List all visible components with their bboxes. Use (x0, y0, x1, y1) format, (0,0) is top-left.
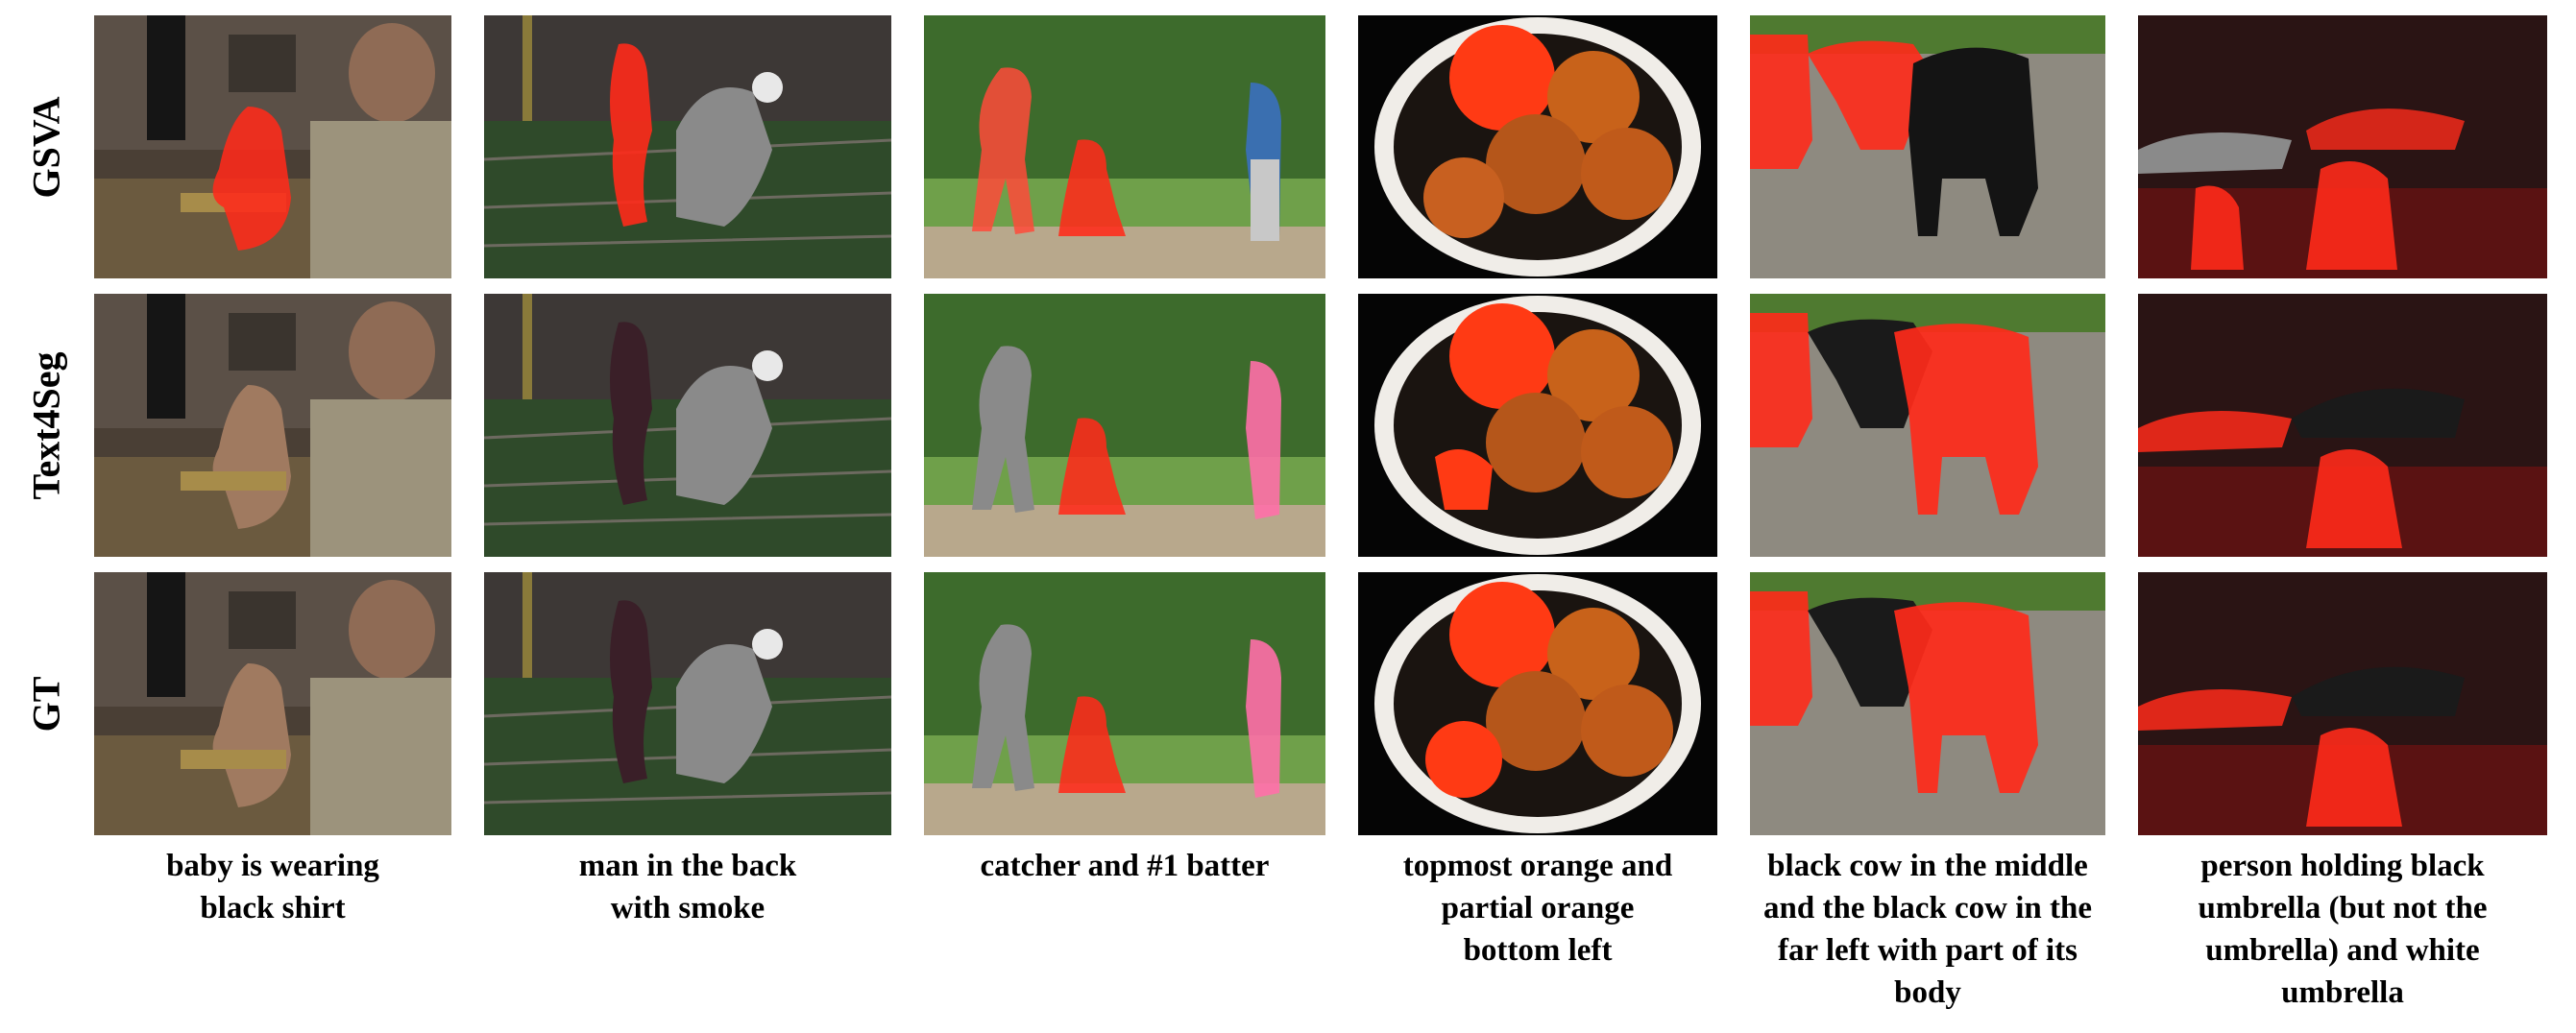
panel-gsva-soccer (484, 15, 891, 278)
panel-gsva-baseball (924, 15, 1325, 278)
caption-soccer: man in the back with smoke (578, 849, 797, 925)
caption-umbrellas: person holding black umbrella (but not th… (2198, 849, 2488, 1010)
caption-baseball: catcher and #1 batter (980, 849, 1270, 883)
row-label-gt: GT (24, 676, 68, 732)
panel-gt-baby (94, 572, 451, 835)
panel-text4seg-oranges (1358, 294, 1717, 557)
row-label-gsva: GSVA (24, 96, 68, 198)
panel-text4seg-cows (1750, 294, 2105, 557)
panel-gt-soccer (484, 572, 891, 835)
panel-gt-cows (1750, 572, 2105, 835)
panel-gt-umbrellas (2138, 572, 2547, 835)
caption-oranges: topmost orange and partial orange bottom l… (1402, 849, 1673, 968)
panel-text4seg-baby (94, 294, 451, 557)
panel-text4seg-soccer (484, 294, 891, 557)
panel-gt-oranges (1358, 572, 1717, 835)
panel-gsva-umbrellas (2138, 15, 2547, 278)
panel-gsva-baby (94, 15, 451, 278)
caption-baby: baby is wearing black shirt (166, 849, 379, 925)
panel-gsva-cows (1750, 15, 2105, 278)
row-label-text4seg: Text4Seg (24, 350, 68, 500)
panel-gt-baseball (924, 572, 1325, 835)
panel-text4seg-umbrellas (2138, 294, 2547, 557)
caption-cows: black cow in the middle and the black cow… (1763, 849, 2092, 1010)
panel-gsva-oranges (1358, 15, 1717, 278)
panel-text4seg-baseball (924, 294, 1325, 557)
